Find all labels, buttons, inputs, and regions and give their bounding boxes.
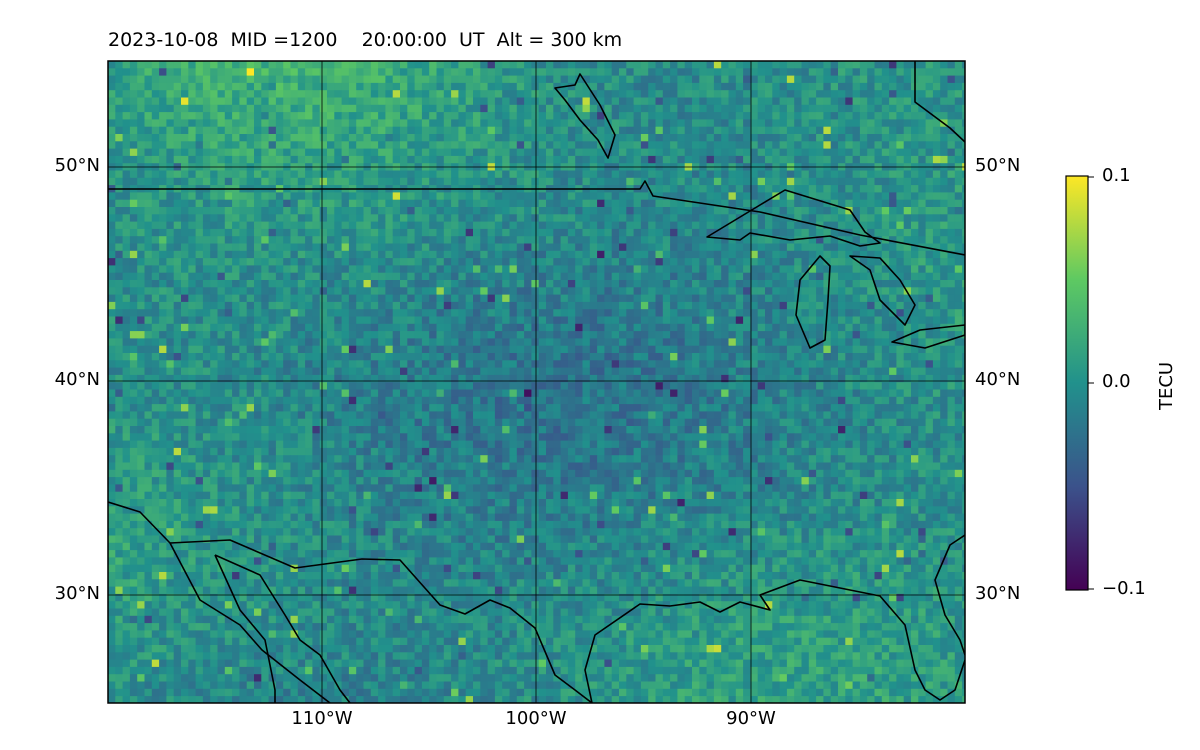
map-title: 2023-10-08 MID =1200 20:00:00 UT Alt = 3… — [108, 29, 623, 51]
lon-label-110w: 110°W — [291, 708, 353, 729]
colorbar-tick-max: 0.1 — [1102, 165, 1131, 186]
lake-michigan — [795, 255, 831, 349]
gulf-of-california — [214, 554, 276, 703]
colorbar-tick-zero: 0.0 — [1102, 371, 1131, 392]
lat-label-50-left: 50°N — [54, 155, 100, 176]
florida-east-coast — [934, 534, 965, 656]
us-mexico-border — [169, 539, 593, 703]
ne-coast — [914, 61, 965, 143]
lat-label-40-right: 40°N — [975, 369, 1021, 390]
lat-label-30-left: 30°N — [54, 583, 100, 604]
lat-label-30-right: 30°N — [975, 583, 1021, 604]
tec-heatmap — [108, 61, 965, 703]
colorbar — [1065, 175, 1094, 591]
map-frame — [107, 60, 966, 704]
hudson-bay-coast — [554, 73, 616, 159]
lat-label-40-left: 40°N — [54, 369, 100, 390]
us-canada-border — [108, 180, 965, 256]
graticule — [108, 61, 965, 703]
lake-huron — [849, 255, 916, 326]
baja-peninsula — [214, 554, 351, 703]
lake-erie — [891, 324, 965, 349]
colorbar-label: TECU — [1156, 361, 1177, 410]
pacific-coast — [108, 501, 331, 703]
lake-superior — [706, 189, 881, 247]
lon-label-100w: 100°W — [505, 708, 567, 729]
lat-label-50-right: 50°N — [975, 155, 1021, 176]
lon-label-90w: 90°W — [726, 708, 776, 729]
colorbar-tick-min: −0.1 — [1102, 578, 1146, 599]
